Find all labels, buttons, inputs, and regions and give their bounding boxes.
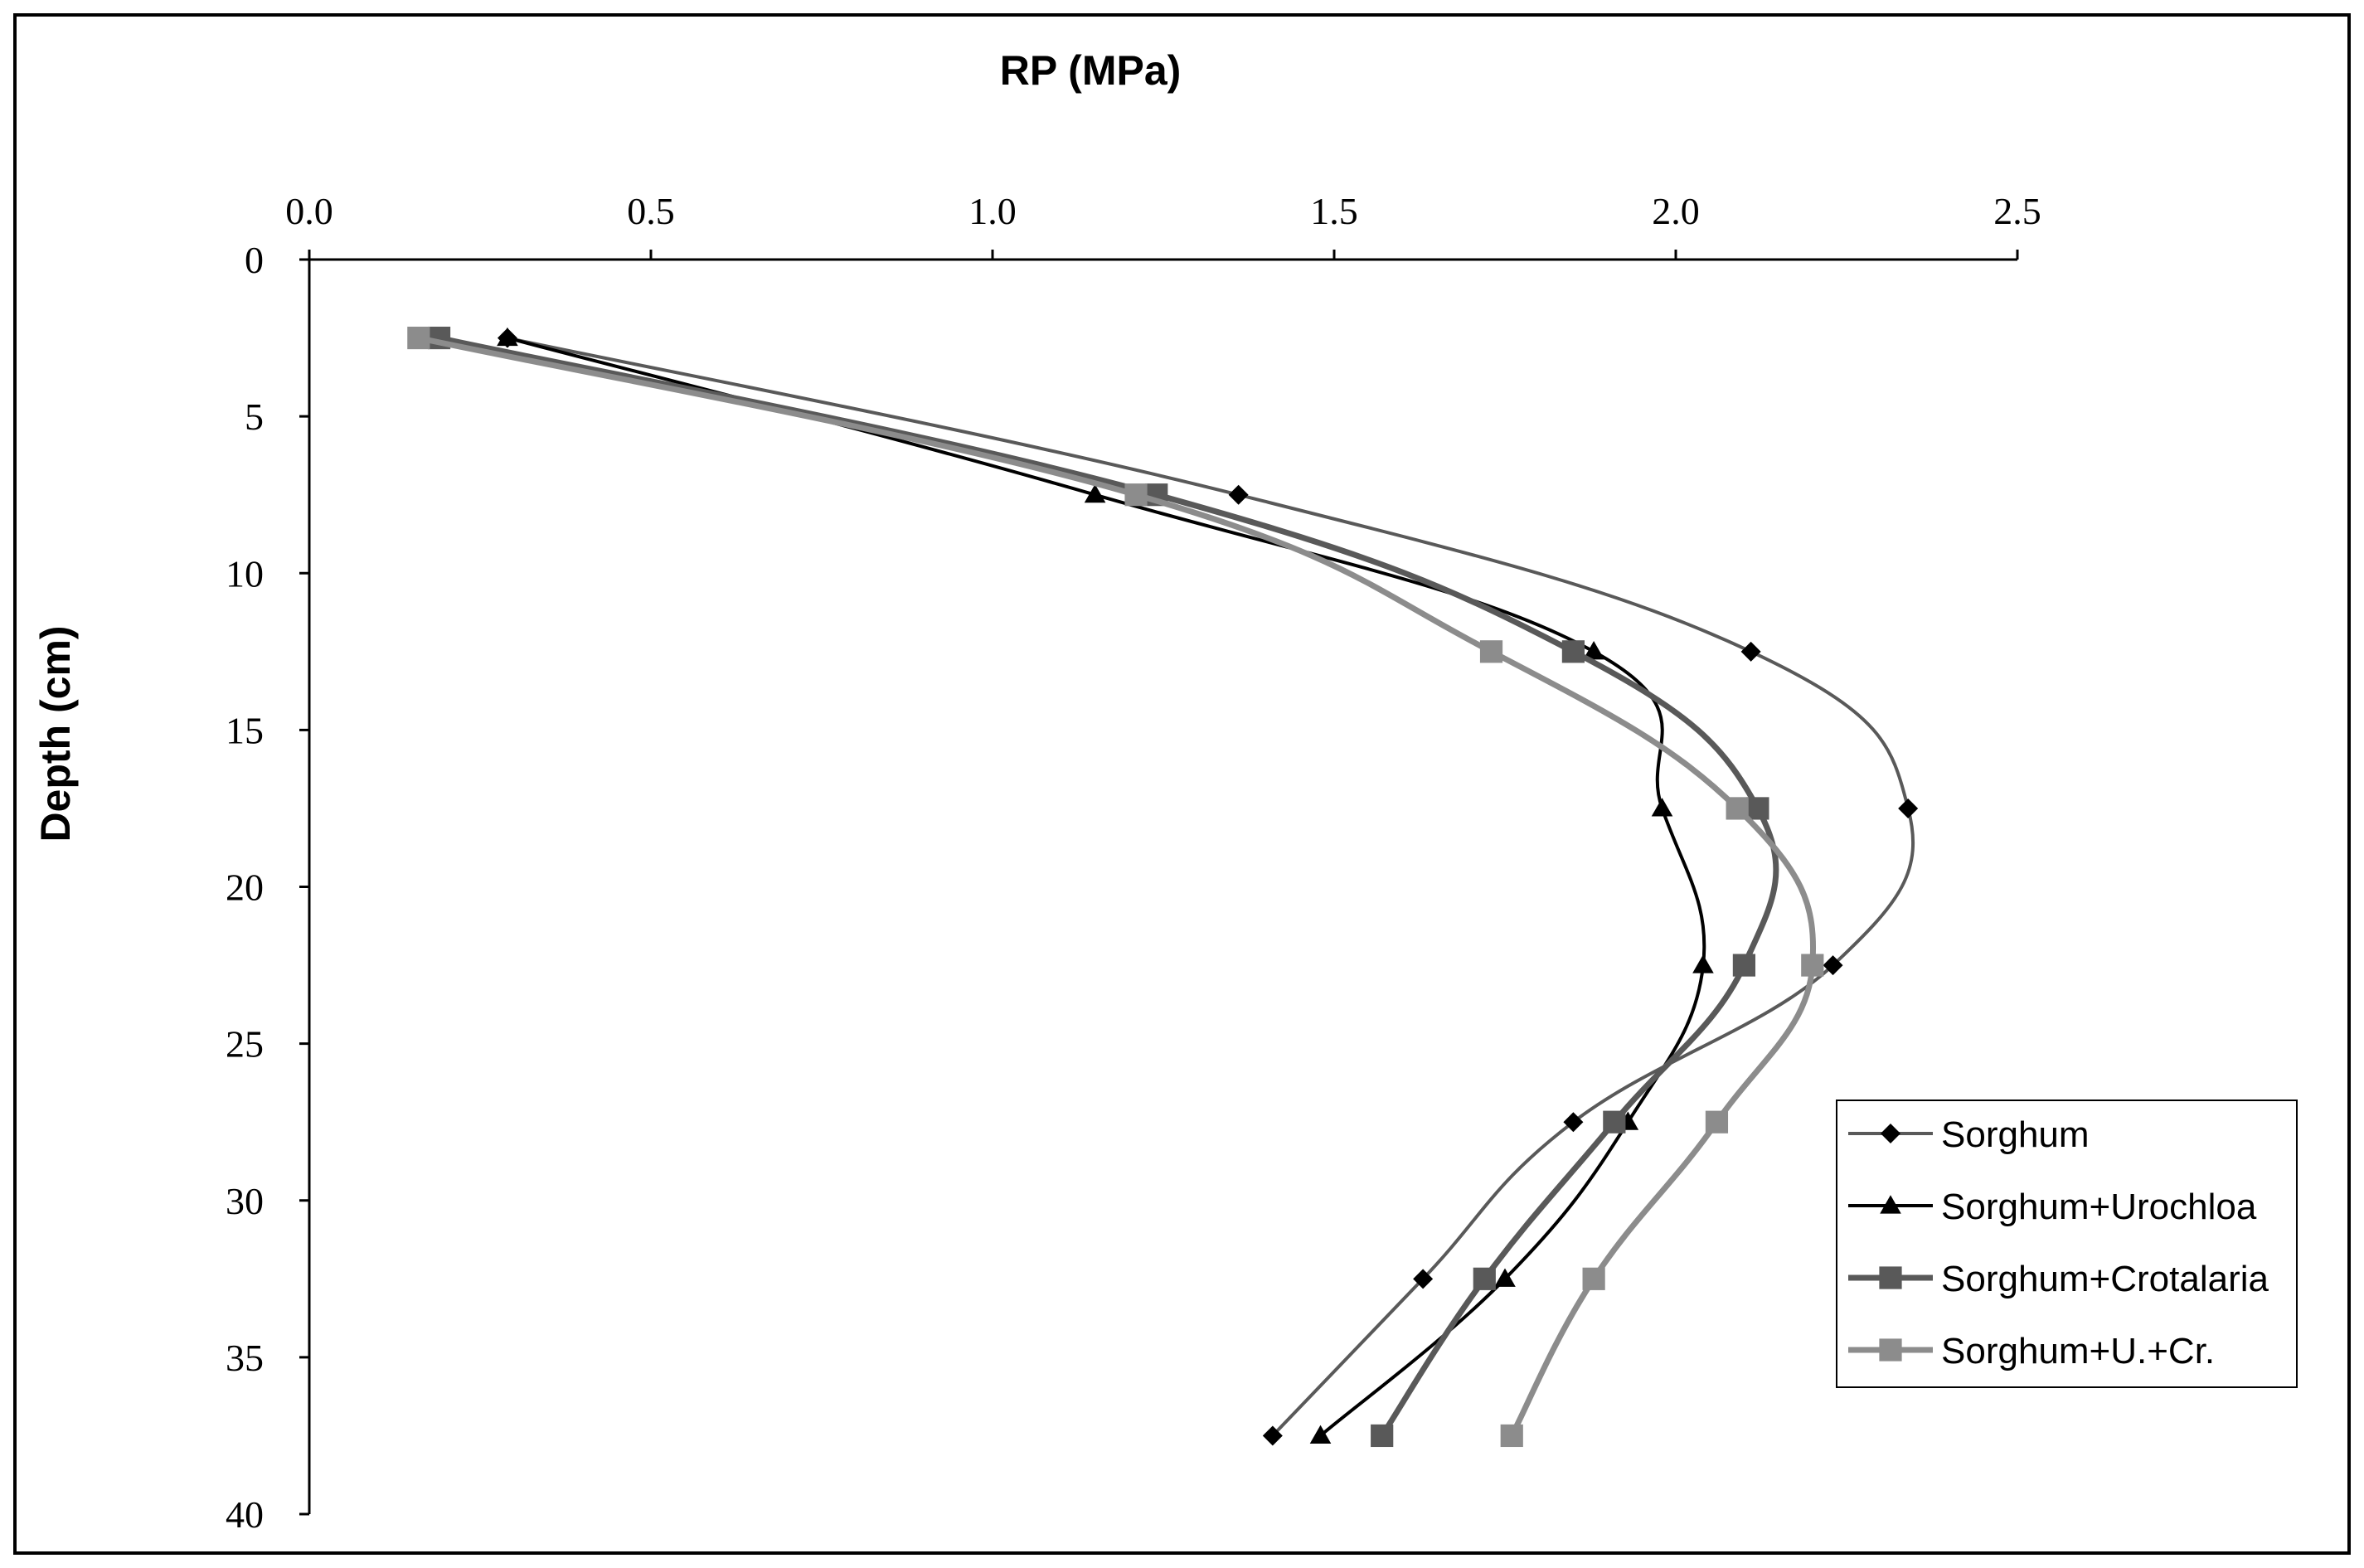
x-tick-label: 2.5	[1993, 190, 2041, 232]
x-tick-label: 0.0	[285, 190, 333, 232]
series-sorghum-urochloa	[497, 327, 1714, 1444]
y-tick-label: 40	[226, 1493, 264, 1536]
y-tick-label: 15	[226, 709, 264, 751]
ticks-layer: 0.0 0.5 1.0 1.5 2.0 2.5 0 5 10 15 20 25 30 35 40	[226, 190, 2041, 1536]
y-tick-label: 35	[226, 1337, 264, 1379]
square-marker	[1561, 640, 1585, 663]
legend-marker	[1879, 1266, 1902, 1289]
y-tick-label: 5	[245, 396, 264, 438]
square-marker	[1500, 1424, 1523, 1448]
diamond-marker	[1898, 798, 1919, 818]
x-tick-label: 2.0	[1652, 190, 1700, 232]
x-axis-title: RP (MPa)	[1000, 47, 1182, 94]
y-tick-label: 30	[226, 1180, 264, 1222]
square-marker	[1746, 797, 1769, 820]
diamond-marker	[1228, 484, 1249, 505]
x-tick-label: 1.5	[1310, 190, 1358, 232]
y-tick-label: 0	[245, 239, 264, 281]
legend-marker	[1881, 1124, 1900, 1143]
square-marker	[1726, 797, 1749, 820]
legend-label: Sorghum+Urochloa	[1941, 1187, 2257, 1227]
triangle-marker	[1494, 1268, 1516, 1287]
series-line	[418, 335, 1816, 1438]
triangle-marker	[497, 327, 518, 347]
triangle-marker	[1692, 954, 1714, 973]
y-axis-title: Depth (cm)	[32, 625, 79, 842]
series-sorghum-crotalaria	[427, 326, 1779, 1448]
diamond-marker	[1823, 955, 1843, 976]
square-marker	[1124, 483, 1148, 507]
square-marker	[1371, 1424, 1394, 1448]
square-marker	[1479, 640, 1503, 663]
square-marker	[1473, 1267, 1496, 1290]
x-tick-label: 1.0	[968, 190, 1017, 232]
legend-marker	[1879, 1338, 1902, 1362]
x-tick-label: 0.5	[627, 190, 675, 232]
square-marker	[1582, 1267, 1605, 1290]
triangle-marker	[1084, 483, 1106, 503]
square-marker	[1705, 1110, 1729, 1134]
legend-label: Sorghum+U.+Cr.	[1941, 1331, 2215, 1371]
diamond-marker	[1563, 1112, 1584, 1133]
triangle-marker	[1583, 641, 1604, 660]
legend-marker	[1880, 1195, 1901, 1214]
square-marker	[1801, 954, 1824, 977]
square-marker	[1603, 1110, 1626, 1134]
y-tick-label: 20	[226, 867, 264, 909]
series-line	[438, 335, 1779, 1438]
triangle-marker	[1309, 1425, 1332, 1444]
legend-item: Sorghum+U.+Cr.	[1848, 1331, 2215, 1371]
series-line	[507, 336, 1706, 1437]
diamond-marker	[1740, 641, 1761, 662]
diamond-marker	[1262, 1425, 1283, 1446]
y-tick-label: 25	[226, 1023, 264, 1066]
legend-item: Sorghum	[1848, 1114, 2090, 1155]
square-marker	[407, 326, 430, 350]
legend-item: Sorghum+Crotalaria	[1848, 1259, 2269, 1299]
y-tick-label: 10	[226, 552, 264, 595]
series-layer	[407, 326, 1919, 1448]
legend-item: Sorghum+Urochloa	[1848, 1187, 2257, 1227]
legend-label: Sorghum+Crotalaria	[1941, 1259, 2269, 1299]
legend-box	[1836, 1100, 2298, 1388]
legend-label: Sorghum	[1941, 1114, 2090, 1155]
legend: Sorghum Sorghum+Urochloa Sorghum+Crotalari…	[1836, 1100, 2298, 1388]
diamond-marker	[1413, 1269, 1434, 1289]
square-marker	[1732, 954, 1755, 977]
series-sorghum-u-cr	[407, 326, 1824, 1448]
triangle-marker	[1651, 798, 1673, 817]
